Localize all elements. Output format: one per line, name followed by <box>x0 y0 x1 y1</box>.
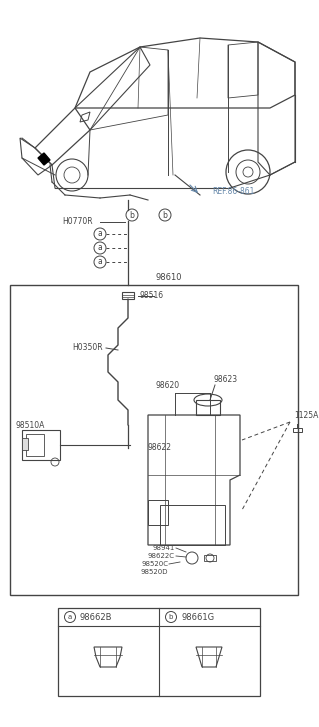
Bar <box>160 505 225 545</box>
Text: REF.86-861: REF.86-861 <box>212 188 254 196</box>
Text: 98516: 98516 <box>140 292 164 300</box>
Text: 98620: 98620 <box>155 380 179 390</box>
Text: 98610: 98610 <box>155 273 182 283</box>
Text: 98941: 98941 <box>152 545 175 551</box>
Bar <box>10 285 298 595</box>
Text: a: a <box>98 257 102 267</box>
Text: 98622C: 98622C <box>148 553 175 559</box>
Text: H0770R: H0770R <box>62 217 93 227</box>
Text: 98520D: 98520D <box>140 569 168 575</box>
Text: 98661G: 98661G <box>181 613 214 622</box>
Text: a: a <box>98 244 102 252</box>
Bar <box>122 292 134 299</box>
Bar <box>58 608 260 696</box>
Text: 98662B: 98662B <box>80 613 113 622</box>
Text: b: b <box>130 211 134 220</box>
Text: 98623: 98623 <box>213 376 237 385</box>
Bar <box>26 434 44 456</box>
Bar <box>22 430 60 460</box>
Text: a: a <box>98 230 102 238</box>
Bar <box>148 500 168 525</box>
Text: a: a <box>68 614 72 620</box>
Bar <box>22 438 28 450</box>
Text: 1125AD: 1125AD <box>294 411 319 419</box>
Text: H0350R: H0350R <box>72 343 103 353</box>
Text: 98520C: 98520C <box>141 561 168 567</box>
Text: b: b <box>169 614 173 620</box>
Polygon shape <box>38 153 50 165</box>
Text: b: b <box>163 211 167 220</box>
Text: 98622: 98622 <box>148 443 172 452</box>
Text: 98510A: 98510A <box>15 420 45 430</box>
Bar <box>196 400 220 415</box>
Bar <box>204 555 216 561</box>
